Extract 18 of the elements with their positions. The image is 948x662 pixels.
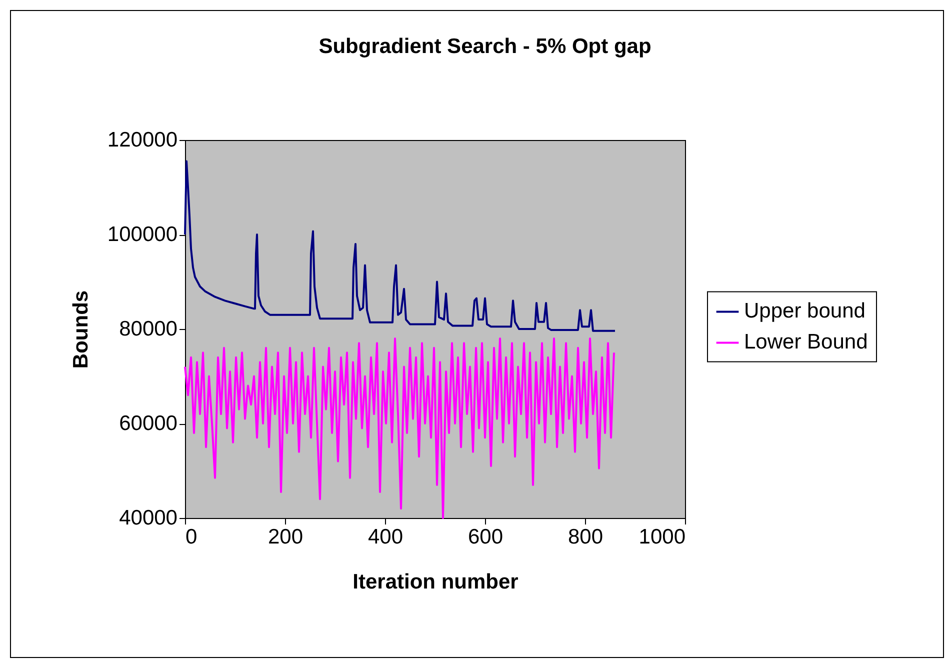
x-tick-label: 400 bbox=[368, 526, 404, 548]
x-tick-label: 800 bbox=[568, 526, 604, 548]
x-tick-label: 200 bbox=[268, 526, 304, 548]
y-tick-label: 120000 bbox=[107, 128, 178, 152]
y-tick-label: 60000 bbox=[119, 412, 178, 435]
legend-label: Upper bound bbox=[744, 300, 866, 323]
line-series bbox=[184, 337, 615, 519]
line-series bbox=[184, 160, 616, 332]
chart-title: Subgradient Search - 5% Opt gap bbox=[318, 35, 652, 58]
y-axis-title: Bounds bbox=[69, 290, 92, 369]
x-tick-label: 600 bbox=[468, 526, 504, 548]
x-tick-label: 0 bbox=[186, 526, 198, 548]
x-tick-label: 1000 bbox=[638, 526, 686, 548]
legend-label: Lower Bound bbox=[744, 330, 868, 354]
y-tick-label: 100000 bbox=[107, 223, 178, 246]
y-tick-label: 80000 bbox=[119, 318, 178, 340]
x-axis-title: Iteration number bbox=[352, 570, 518, 594]
y-tick-label: 40000 bbox=[119, 506, 178, 530]
